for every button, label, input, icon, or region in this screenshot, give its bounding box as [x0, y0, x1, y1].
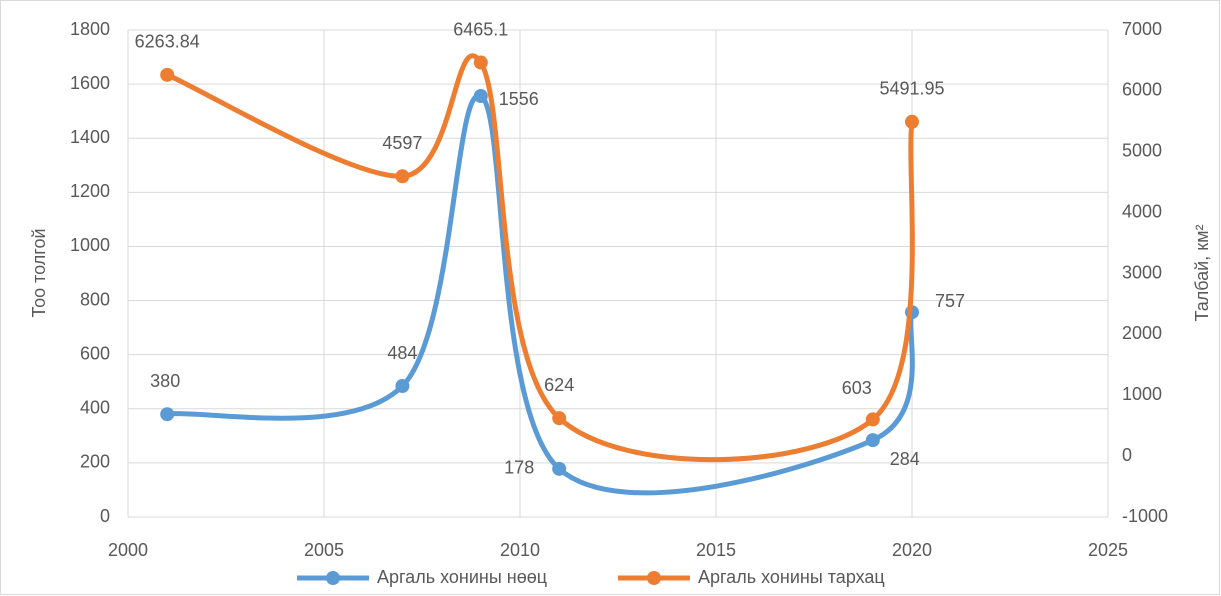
x-tick-label: 2025: [1088, 540, 1128, 560]
data-label: 284: [890, 449, 920, 469]
data-label: 624: [544, 375, 574, 395]
legend-label: Аргаль хонины тархац: [698, 567, 885, 587]
data-point: [552, 461, 567, 476]
data-label: 603: [842, 378, 872, 398]
series-line: [164, 53, 915, 463]
data-point: [865, 412, 880, 427]
y-tick-label: 200: [80, 452, 110, 472]
y2-tick-label: 7000: [1122, 19, 1162, 39]
y-tick-label: 1400: [70, 127, 110, 147]
data-label: 5491.95: [879, 79, 944, 99]
x-tick-label: 2005: [304, 540, 344, 560]
y2-tick-label: 6000: [1122, 80, 1162, 100]
y2-tick-label: 5000: [1122, 141, 1162, 161]
data-point: [865, 433, 880, 448]
y2-tick-label: 2000: [1122, 323, 1162, 343]
y2-tick-label: 1000: [1122, 384, 1162, 404]
y-tick-label: 800: [80, 289, 110, 309]
data-label: 178: [504, 458, 534, 478]
y2-tick-label: 3000: [1122, 262, 1162, 282]
data-label: 380: [150, 371, 180, 391]
x-tick-label: 2000: [108, 540, 148, 560]
y2-axis-label: Талбай, км²: [1192, 225, 1212, 322]
data-point: [473, 55, 488, 70]
data-point: [160, 67, 175, 82]
data-label: 1556: [499, 89, 539, 109]
data-label: 4597: [382, 133, 422, 153]
legend-marker: [326, 571, 340, 585]
y-tick-label: 1800: [70, 19, 110, 39]
y-tick-label: 1000: [70, 235, 110, 255]
y-tick-label: 1600: [70, 73, 110, 93]
legend-marker: [647, 571, 661, 585]
data-label: 6263.84: [135, 32, 200, 52]
x-tick-label: 2020: [892, 540, 932, 560]
x-tick-label: 2010: [500, 540, 540, 560]
y-tick-label: 400: [80, 398, 110, 418]
data-label: 6465.1: [453, 19, 508, 39]
data-point: [473, 89, 488, 104]
data-label: 757: [935, 291, 965, 311]
data-point: [160, 407, 175, 422]
x-tick-label: 2015: [696, 540, 736, 560]
legend-label: Аргаль хонины нөөц: [377, 567, 547, 587]
data-point: [905, 114, 919, 129]
data-label: 484: [387, 343, 417, 363]
y-axis-label: Тоо толгой: [29, 228, 49, 317]
data-point: [395, 379, 410, 394]
y2-tick-label: -1000: [1122, 506, 1168, 526]
y2-tick-label: 0: [1122, 445, 1132, 465]
data-point: [395, 169, 410, 184]
data-point: [552, 411, 567, 426]
y2-tick-label: 4000: [1122, 201, 1162, 221]
y-tick-label: 1200: [70, 181, 110, 201]
y-tick-label: 0: [100, 506, 110, 526]
y-tick-label: 600: [80, 343, 110, 363]
